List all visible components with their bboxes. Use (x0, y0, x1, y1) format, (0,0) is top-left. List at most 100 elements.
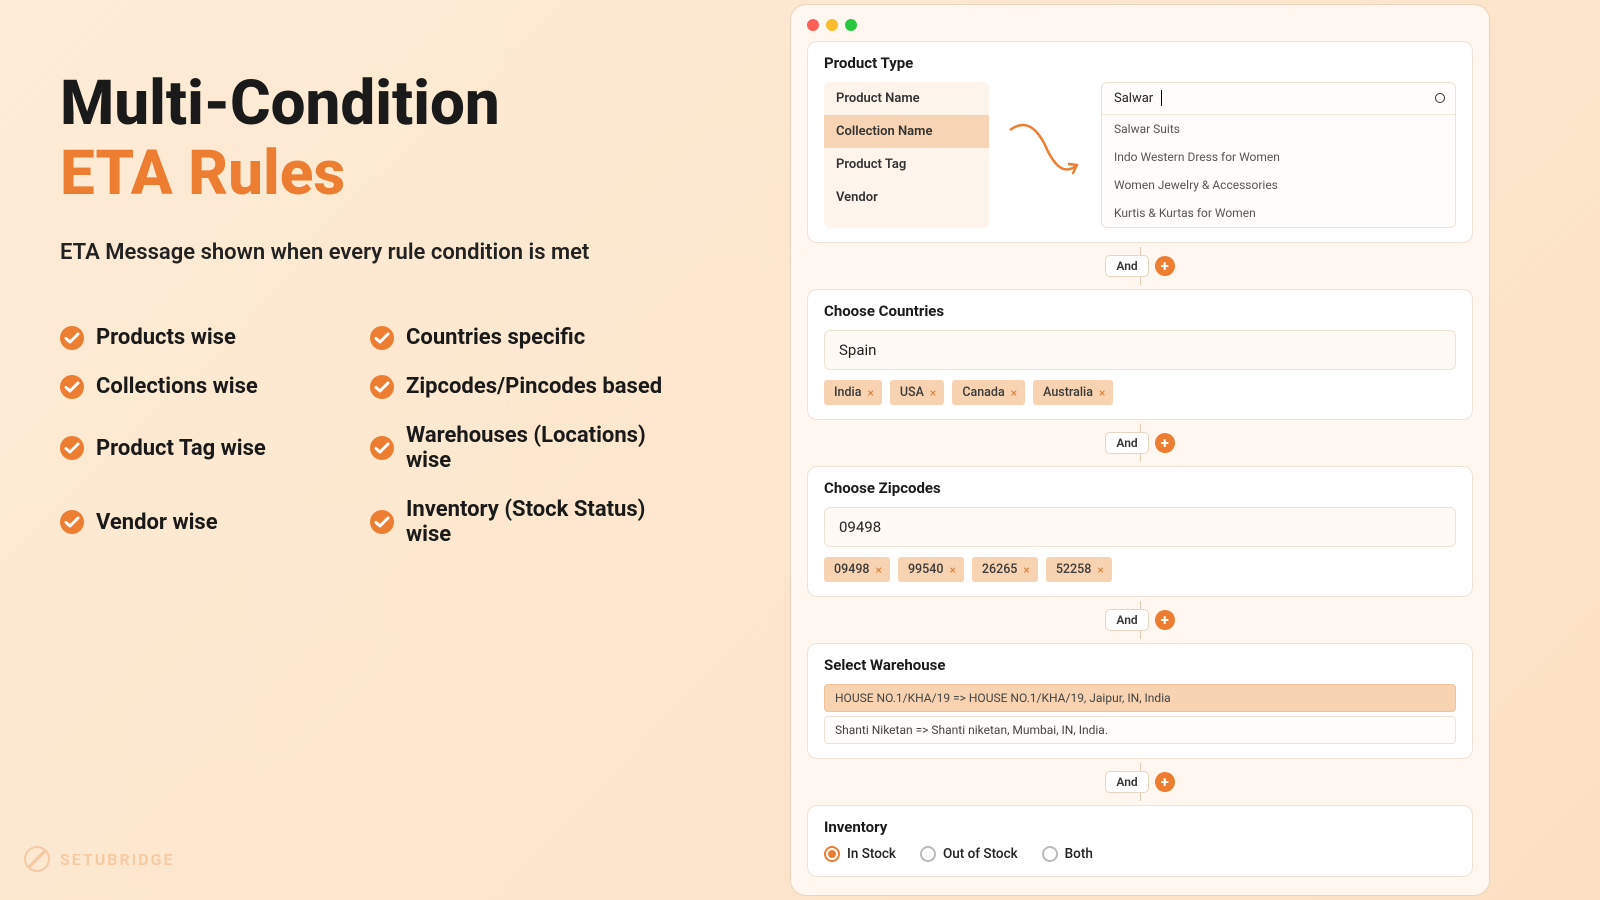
bullet-text: Warehouses (Locations) wise (406, 423, 670, 473)
zipcode-chip: 26265 × (972, 557, 1038, 582)
zipcodes-card: Choose Zipcodes 09498 09498×99540×26265×… (807, 466, 1473, 597)
bullet-text: Zipcodes/Pincodes based (406, 374, 662, 399)
country-chips: India × USA × Canada × Australia × (824, 380, 1456, 405)
zipcode-chips: 09498×99540×26265×52258× (824, 557, 1456, 582)
close-icon[interactable] (807, 19, 819, 31)
add-condition-button[interactable]: + (1155, 610, 1175, 630)
subtitle: ETA Message shown when every rule condit… (60, 240, 670, 265)
countries-title: Choose Countries (824, 302, 1456, 320)
countries-input[interactable]: Spain (824, 330, 1456, 370)
dropdown-option[interactable]: Women Jewelry & Accessories (1102, 171, 1455, 199)
chip-text: India (834, 385, 861, 400)
zipcodes-title: Choose Zipcodes (824, 479, 1456, 497)
chip-remove-icon[interactable]: × (876, 563, 882, 577)
chip-remove-icon[interactable]: × (1097, 563, 1103, 577)
dropdown-option[interactable]: Kurtis & Kurtas for Women (1102, 199, 1455, 227)
bullet-text: Product Tag wise (96, 436, 266, 461)
country-chip: USA × (890, 380, 944, 405)
chip-remove-icon[interactable]: × (1023, 563, 1029, 577)
maximize-icon[interactable] (845, 19, 857, 31)
inventory-radio[interactable]: Both (1042, 846, 1093, 862)
chip-text: Australia (1043, 385, 1093, 400)
and-connector: And + (807, 424, 1473, 462)
connector-label: And (1105, 609, 1148, 631)
inventory-radio[interactable]: In Stock (824, 846, 896, 862)
brand-icon (24, 846, 50, 872)
chip-text: 26265 (982, 562, 1018, 577)
add-condition-button[interactable]: + (1155, 433, 1175, 453)
inventory-radio[interactable]: Out of Stock (920, 846, 1018, 862)
bullet-text: Vendor wise (96, 510, 218, 535)
radio-icon (920, 846, 936, 862)
chip-remove-icon[interactable]: × (1011, 386, 1017, 400)
connector-label: And (1105, 432, 1148, 454)
chip-remove-icon[interactable]: × (930, 386, 936, 400)
brand-watermark: SETUBRIDGE (24, 846, 175, 872)
radio-label: Both (1065, 846, 1093, 862)
arrow-icon (1005, 110, 1085, 200)
feature-bullet: Vendor wise (60, 497, 360, 547)
warehouse-option[interactable]: HOUSE NO.1/KHA/19 => HOUSE NO.1/KHA/19, … (824, 684, 1456, 712)
add-condition-button[interactable]: + (1155, 772, 1175, 792)
connector-label: And (1105, 255, 1148, 277)
zipcode-chip: 52258 × (1046, 557, 1112, 582)
brand-text: SETUBRIDGE (60, 850, 175, 869)
collection-search-input[interactable]: Salwar (1102, 83, 1455, 115)
chip-text: 52258 (1056, 562, 1092, 577)
country-chip: Canada × (952, 380, 1025, 405)
chip-text: Canada (962, 385, 1004, 400)
feature-bullet: Products wise (60, 325, 360, 350)
window-controls (807, 19, 1473, 31)
warehouse-list: HOUSE NO.1/KHA/19 => HOUSE NO.1/KHA/19, … (824, 684, 1456, 744)
feature-bullet: Inventory (Stock Status) wise (370, 497, 670, 547)
marketing-copy: Multi-Condition ETA Rules ETA Message sh… (0, 0, 720, 900)
and-connector: And + (807, 601, 1473, 639)
add-condition-button[interactable]: + (1155, 256, 1175, 276)
text-cursor (1161, 90, 1162, 106)
countries-card: Choose Countries Spain India × USA × Canada ×… (807, 289, 1473, 420)
product-type-tab[interactable]: Product Name (824, 82, 989, 115)
loading-icon (1435, 93, 1445, 103)
product-type-dropdown[interactable]: Salwar Salwar SuitsIndo Western Dress fo… (1101, 82, 1456, 228)
chip-text: 09498 (834, 562, 870, 577)
chip-remove-icon[interactable]: × (1099, 386, 1105, 400)
warehouse-option[interactable]: Shanti Niketan => Shanti niketan, Mumbai… (824, 716, 1456, 744)
bullet-text: Countries specific (406, 325, 585, 350)
dropdown-option[interactable]: Salwar Suits (1102, 115, 1455, 143)
bullet-text: Products wise (96, 325, 236, 350)
warehouse-title: Select Warehouse (824, 656, 1456, 674)
minimize-icon[interactable] (826, 19, 838, 31)
radio-label: Out of Stock (943, 846, 1018, 862)
connector-label: And (1105, 771, 1148, 793)
chip-remove-icon[interactable]: × (867, 386, 873, 400)
zipcodes-input[interactable]: 09498 (824, 507, 1456, 547)
radio-icon (824, 846, 840, 862)
product-type-tab[interactable]: Product Tag (824, 148, 989, 181)
product-type-tab[interactable]: Collection Name (824, 115, 989, 148)
radio-icon (1042, 846, 1058, 862)
and-connector: And + (807, 763, 1473, 801)
feature-bullet: Collections wise (60, 374, 360, 399)
radio-label: In Stock (847, 846, 896, 862)
and-connector: And + (807, 247, 1473, 285)
bullet-text: Inventory (Stock Status) wise (406, 497, 670, 547)
rules-window: Product Type Product NameCollection Name… (790, 4, 1490, 896)
feature-bullet: Warehouses (Locations) wise (370, 423, 670, 473)
product-type-card: Product Type Product NameCollection Name… (807, 41, 1473, 243)
chip-remove-icon[interactable]: × (949, 563, 955, 577)
chip-text: USA (900, 385, 924, 400)
feature-bullet: Zipcodes/Pincodes based (370, 374, 670, 399)
title-line-2: ETA Rules (60, 140, 670, 208)
product-type-tabs: Product NameCollection NameProduct TagVe… (824, 82, 989, 228)
app-window-container: Product Type Product NameCollection Name… (720, 0, 1600, 900)
feature-bullet: Product Tag wise (60, 423, 360, 473)
inventory-radios: In Stock Out of Stock Both (824, 846, 1456, 862)
search-value: Salwar (1114, 91, 1153, 106)
dropdown-option[interactable]: Indo Western Dress for Women (1102, 143, 1455, 171)
inventory-card: Inventory In Stock Out of Stock Both (807, 805, 1473, 877)
zipcode-chip: 99540× (898, 557, 964, 582)
product-type-tab[interactable]: Vendor (824, 181, 989, 214)
bullet-text: Collections wise (96, 374, 258, 399)
title-line-1: Multi-Condition (60, 70, 670, 138)
inventory-title: Inventory (824, 818, 1456, 836)
